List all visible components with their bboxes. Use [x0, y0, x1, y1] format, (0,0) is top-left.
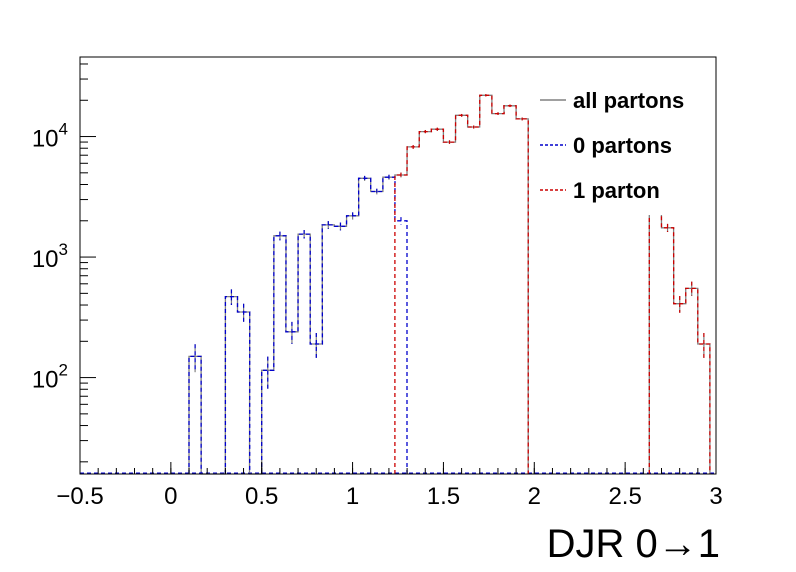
- histogram-layer: [80, 94, 716, 475]
- y-tick-label: 103: [32, 240, 68, 273]
- y-tick-label: 102: [32, 361, 68, 394]
- x-tick-label: 2: [528, 483, 541, 510]
- x-tick-label: −0.5: [56, 483, 103, 510]
- x-tick-label: 1: [346, 483, 359, 510]
- legend: all partons 0 partons 1 parton: [540, 88, 684, 203]
- legend-box: [533, 80, 713, 215]
- axis-layer: −0.5 0 0.5 1 1.5 2 2.5 3 102 103 104: [32, 63, 723, 510]
- series-one: [394, 94, 711, 474]
- histogram-steps: [188, 176, 408, 474]
- x-axis-title: DJR 0→1: [547, 522, 720, 566]
- plot-frame: [79, 56, 717, 475]
- histogram-steps: [394, 94, 711, 474]
- x-tick-label: 0.5: [245, 483, 278, 510]
- y-tick-label: 104: [32, 120, 68, 153]
- x-tick-label: 3: [709, 483, 722, 510]
- legend-label-zero: 0 partons: [573, 133, 672, 158]
- x-tick-label: 2.5: [608, 483, 641, 510]
- series-zero: [188, 174, 408, 474]
- legend-label-one: 1 parton: [573, 178, 660, 203]
- x-tick-label: 1.5: [427, 483, 460, 510]
- x-tick-label: 0: [164, 483, 177, 510]
- legend-label-all: all partons: [573, 88, 684, 113]
